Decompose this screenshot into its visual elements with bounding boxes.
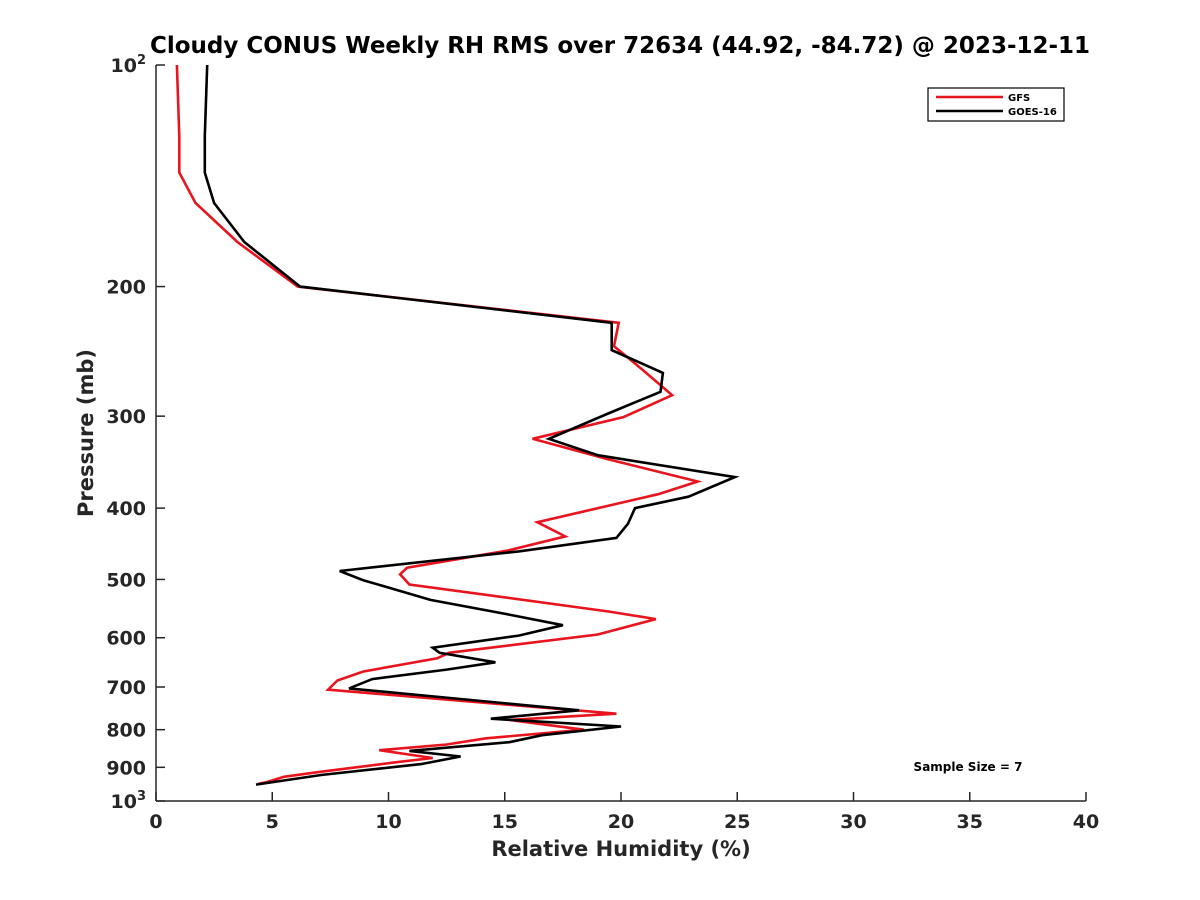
x-tick-label: 35 [957, 811, 983, 833]
legend-label-gfs: GFS [1008, 93, 1030, 104]
x-tick-label: 30 [840, 811, 866, 833]
y-tick-label: 800 [106, 720, 146, 742]
y-ticks: 102 200 300 400 500 600 700 800 900 103 [106, 53, 165, 813]
y-tick-label: 500 [106, 569, 146, 591]
y-axis-label: Pressure (mb) [74, 349, 98, 517]
x-ticks: 0 5 10 15 20 25 30 35 40 [149, 792, 1099, 833]
y-tick-label: 103 [111, 789, 147, 813]
x-tick-label: 40 [1073, 811, 1099, 833]
y-tick-label: 700 [106, 677, 146, 699]
x-axis-label: Relative Humidity (%) [491, 837, 750, 861]
x-tick-label: 5 [266, 811, 279, 833]
x-tick-label: 15 [492, 811, 518, 833]
x-tick-label: 20 [608, 811, 634, 833]
series-line-goes16 [203, 64, 740, 786]
legend: GFS GOES-16 [927, 87, 1065, 122]
y-tick-label: 900 [106, 757, 146, 779]
series-line-gfs [175, 64, 703, 786]
chart-title: Cloudy CONUS Weekly RH RMS over 72634 (4… [150, 33, 1090, 59]
y-tick-label: 200 [106, 277, 146, 299]
x-tick-label: 0 [149, 811, 162, 833]
x-tick-label: 10 [375, 811, 401, 833]
y-tick-label: 300 [106, 406, 146, 428]
y-tick-label: 600 [106, 628, 146, 650]
series-layer [175, 64, 740, 786]
y-tick-label: 400 [106, 498, 146, 520]
sample-size-annotation: Sample Size = 7 [914, 760, 1023, 774]
legend-box [927, 87, 1065, 122]
x-tick-label: 25 [724, 811, 750, 833]
legend-label-goes16: GOES-16 [1008, 107, 1057, 118]
y-tick-label: 102 [111, 53, 147, 77]
